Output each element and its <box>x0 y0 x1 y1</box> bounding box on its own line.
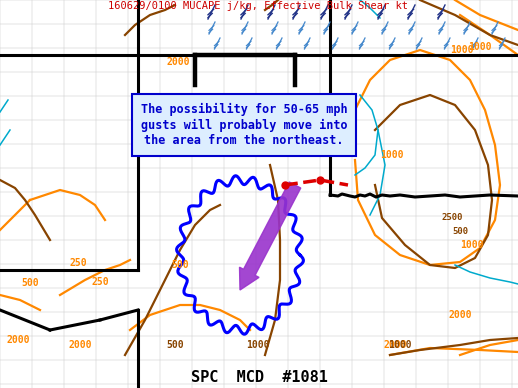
Text: 500: 500 <box>21 278 39 288</box>
Text: 500: 500 <box>452 227 468 237</box>
Text: 1000: 1000 <box>450 45 474 55</box>
Text: 2000: 2000 <box>383 340 407 350</box>
Text: 2000: 2000 <box>68 340 92 350</box>
Text: 250: 250 <box>91 277 109 287</box>
Text: SPC  MCD  #1081: SPC MCD #1081 <box>191 371 327 386</box>
Text: 1000: 1000 <box>380 150 404 160</box>
Text: 160629/0100 MUCAPE j/kg, Effective Bulk Shear kt: 160629/0100 MUCAPE j/kg, Effective Bulk … <box>108 1 408 11</box>
Text: 500: 500 <box>171 260 189 270</box>
Text: The possibility for 50-65 mph
gusts will probably move into
the area from the no: The possibility for 50-65 mph gusts will… <box>141 103 347 147</box>
FancyBboxPatch shape <box>132 94 356 156</box>
Text: 2000: 2000 <box>166 57 190 67</box>
Text: 2000: 2000 <box>6 335 30 345</box>
Text: 2000: 2000 <box>448 310 472 320</box>
FancyArrow shape <box>239 182 301 290</box>
Text: 500: 500 <box>166 340 184 350</box>
Text: 2500: 2500 <box>441 213 463 222</box>
Text: 250: 250 <box>69 258 87 268</box>
Text: 1000: 1000 <box>388 340 412 350</box>
Text: 1000: 1000 <box>246 340 270 350</box>
Text: 1000: 1000 <box>461 240 484 250</box>
Text: 1000: 1000 <box>468 42 492 52</box>
